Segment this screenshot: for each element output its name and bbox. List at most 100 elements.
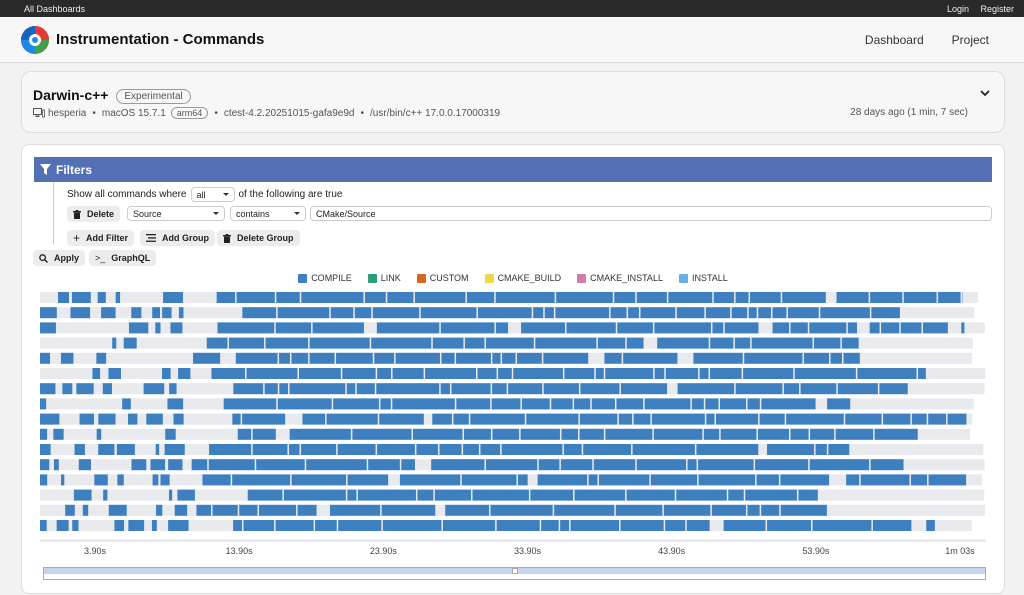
command-bar[interactable]	[212, 504, 238, 516]
command-bar[interactable]	[56, 520, 69, 531]
command-bar[interactable]	[911, 474, 928, 486]
command-bar[interactable]	[338, 520, 382, 531]
command-bar[interactable]	[517, 352, 542, 364]
command-bar[interactable]	[555, 307, 610, 319]
command-bar[interactable]	[377, 444, 415, 455]
command-bar[interactable]	[472, 489, 529, 501]
command-bar[interactable]	[169, 383, 177, 395]
command-bar[interactable]	[40, 428, 48, 440]
command-bar[interactable]	[112, 337, 117, 349]
command-bar[interactable]	[432, 413, 452, 425]
command-bar[interactable]	[76, 383, 94, 395]
command-bar[interactable]	[724, 322, 759, 334]
command-bar[interactable]	[881, 322, 900, 334]
command-bar[interactable]	[757, 428, 789, 440]
command-bar[interactable]	[170, 322, 183, 334]
command-bar[interactable]	[623, 352, 678, 364]
command-bar[interactable]	[570, 520, 620, 531]
command-bar[interactable]	[416, 444, 438, 455]
command-bar[interactable]	[521, 398, 550, 410]
command-bar[interactable]	[772, 322, 790, 334]
command-bar[interactable]	[289, 428, 351, 440]
command-bar[interactable]	[239, 504, 258, 516]
command-bar[interactable]	[58, 292, 69, 303]
command-bar[interactable]	[440, 322, 495, 334]
command-bar[interactable]	[177, 489, 195, 501]
command-bar[interactable]	[874, 428, 918, 440]
nav-project[interactable]: Project	[951, 32, 989, 47]
command-bar[interactable]	[128, 413, 138, 425]
command-bar[interactable]	[593, 459, 636, 471]
command-bar[interactable]	[374, 352, 395, 364]
command-bar[interactable]	[755, 459, 809, 471]
command-bar[interactable]	[809, 322, 847, 334]
command-bar[interactable]	[836, 292, 869, 303]
command-bar[interactable]	[492, 428, 520, 440]
command-bar[interactable]	[556, 292, 613, 303]
command-bar[interactable]	[265, 337, 309, 349]
command-bar[interactable]	[720, 428, 757, 440]
command-bar[interactable]	[710, 368, 742, 379]
command-bar[interactable]	[211, 368, 246, 379]
command-bar[interactable]	[693, 352, 743, 364]
command-bar[interactable]	[841, 337, 859, 349]
command-bar[interactable]	[728, 489, 744, 501]
command-bar[interactable]	[346, 383, 356, 395]
command-bar[interactable]	[530, 489, 574, 501]
command-bar[interactable]	[289, 383, 346, 395]
command-bar[interactable]	[872, 520, 912, 531]
command-bar[interactable]	[713, 292, 735, 303]
command-bar[interactable]	[453, 413, 469, 425]
command-bar[interactable]	[926, 520, 935, 531]
command-bar[interactable]	[258, 504, 297, 516]
command-bar[interactable]	[96, 352, 107, 364]
command-bar[interactable]	[143, 383, 165, 395]
command-bar[interactable]	[731, 307, 748, 319]
command-bar[interactable]	[169, 489, 173, 501]
command-bar[interactable]	[767, 520, 812, 531]
command-bar[interactable]	[146, 413, 163, 425]
command-bar[interactable]	[847, 322, 858, 334]
command-bar[interactable]	[97, 292, 106, 303]
command-bar[interactable]	[392, 398, 455, 410]
command-bar[interactable]	[798, 489, 818, 501]
command-bar[interactable]	[208, 459, 255, 471]
command-bar[interactable]	[347, 489, 357, 501]
command-bar[interactable]	[495, 292, 555, 303]
command-bar[interactable]	[337, 444, 376, 455]
command-bar[interactable]	[651, 413, 705, 425]
command-bar[interactable]	[696, 444, 759, 455]
command-bar[interactable]	[705, 398, 719, 410]
command-bar[interactable]	[591, 398, 615, 410]
command-bar[interactable]	[228, 337, 265, 349]
command-bar[interactable]	[156, 504, 163, 516]
command-bar[interactable]	[461, 474, 517, 486]
command-bar[interactable]	[498, 368, 512, 379]
command-bar[interactable]	[301, 444, 337, 455]
command-bar[interactable]	[706, 413, 715, 425]
command-bar[interactable]	[597, 337, 626, 349]
command-bar[interactable]	[232, 413, 241, 425]
command-bar[interactable]	[710, 337, 734, 349]
command-bar[interactable]	[650, 474, 698, 486]
command-bar[interactable]	[236, 292, 275, 303]
command-bar[interactable]	[108, 504, 127, 516]
command-bar[interactable]	[745, 489, 797, 501]
command-bar[interactable]	[466, 292, 495, 303]
command-bar[interactable]	[53, 428, 64, 440]
command-bar[interactable]	[663, 504, 711, 516]
command-bar[interactable]	[492, 352, 501, 364]
command-bar[interactable]	[72, 520, 79, 531]
command-bar[interactable]	[735, 292, 749, 303]
legend-item-link[interactable]: LINK	[367, 273, 401, 283]
command-bar[interactable]	[598, 474, 650, 486]
command-bar[interactable]	[615, 504, 663, 516]
command-bar[interactable]	[40, 474, 48, 486]
command-bar[interactable]	[477, 368, 497, 379]
command-bar[interactable]	[309, 352, 335, 364]
command-bar[interactable]	[164, 444, 185, 455]
command-bar[interactable]	[412, 428, 463, 440]
command-bar[interactable]	[900, 322, 922, 334]
command-bar[interactable]	[78, 459, 92, 471]
command-bar[interactable]	[918, 368, 926, 379]
